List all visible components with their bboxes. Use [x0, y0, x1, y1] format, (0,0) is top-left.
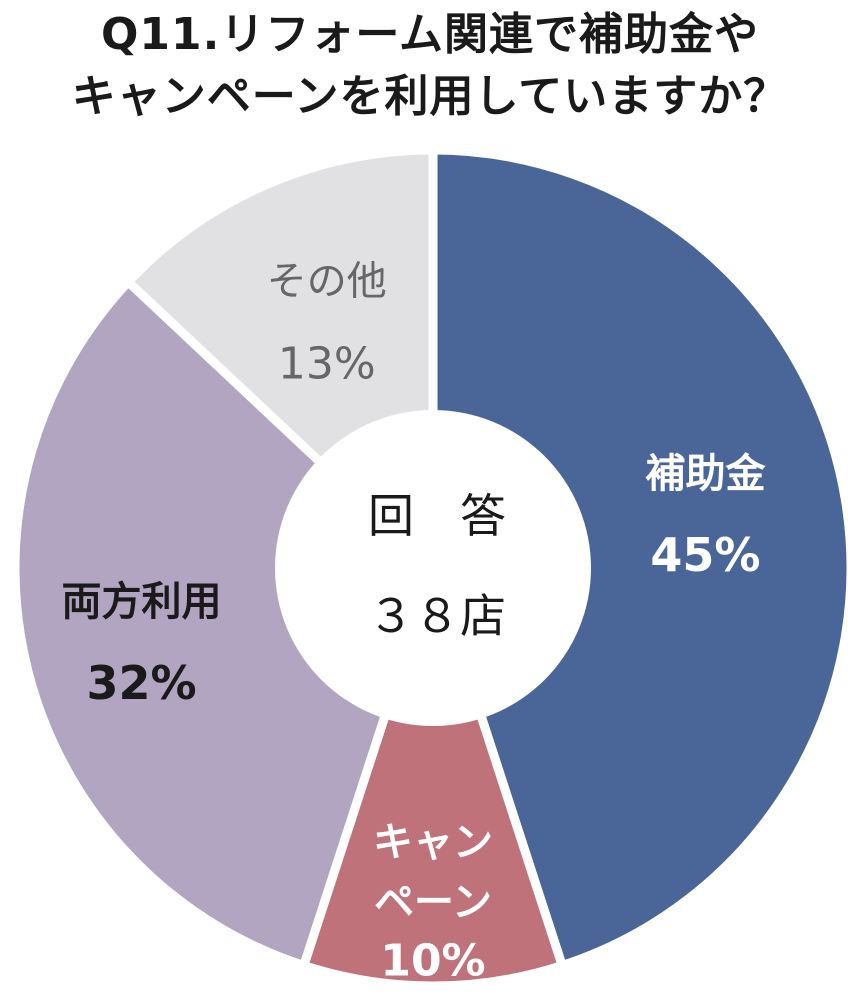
slice-label-value-2: 10% — [380, 936, 485, 987]
chart-title: Q11.リフォーム関連で補助金や キャンペーンを利用していますか？ — [0, 4, 860, 128]
slice-label-name-2-2: ペーン — [374, 880, 492, 926]
slice-label-value-4: 13% — [278, 338, 376, 389]
slice-label-name-3: 両方利用 — [61, 579, 221, 625]
slice-label-name-4: その他 — [267, 258, 387, 304]
chart-title-line-2: キャンペーンを利用していますか？ — [71, 71, 789, 122]
center-label-line-1: 回 答 — [368, 489, 506, 543]
slice-label-name-2-1: キャン — [373, 820, 493, 866]
pie-slice-1 — [428, 145, 856, 971]
pie-slice-3 — [10, 277, 438, 971]
center-label-respondents: ３８店 — [368, 589, 506, 643]
slice-label-name-1: 補助金 — [645, 451, 766, 497]
chart-title-line-1: Q11.リフォーム関連で補助金や — [100, 9, 760, 60]
center-hole — [275, 410, 591, 726]
slice-label-value-1: 45% — [650, 528, 760, 582]
slice-label-value-3: 32% — [86, 656, 196, 710]
pie-labels: 補助金 45% キャンペーン 10% 両方利用 32% その他 13% — [61, 258, 766, 986]
pie-slice-2 — [299, 563, 567, 991]
pie-slices — [10, 145, 856, 991]
